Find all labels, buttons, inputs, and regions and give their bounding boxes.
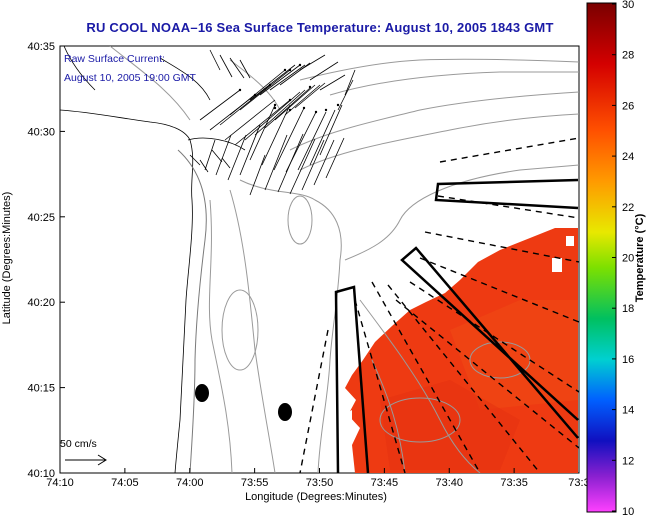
x-tick-label: 74:05 [111,477,139,489]
sampling-boxes [334,178,579,473]
scale-arrow [65,454,107,466]
colorbar-tick-label: 14 [622,405,634,417]
map-title: RU COOL NOAA–16 Sea Surface Temperature:… [86,20,554,35]
colorbar-ticks: 30 28 26 24 22 20 18 16 14 12 10 [612,0,634,518]
x-tick-label: 73:55 [241,477,269,489]
y-tick-label: 40:20 [27,297,55,309]
y-tick-label: 40:15 [27,383,55,395]
colorbar-tick-label: 18 [622,303,634,315]
colorbar-tick-label: 30 [622,0,634,11]
colorbar-tick-label: 12 [622,455,634,467]
x-axis: 74:10 74:05 74:00 73:55 73:50 73:45 73:40 73:35… [46,468,590,489]
colorbar-label: Temperature (°C) [634,213,646,302]
colorbar-tick-label: 20 [622,253,634,265]
x-tick-label: 73:40 [435,477,463,489]
colorbar [586,2,617,513]
y-tick-label: 40:30 [27,126,55,138]
colorbar-tick-label: 22 [622,202,634,214]
annotation-line-2: August 10, 2005 19:00 GMT [64,72,197,84]
x-axis-label: Longitude (Degrees:Minutes) [245,491,387,503]
transect-lines [299,137,579,473]
x-tick-label: 74:10 [46,477,74,489]
station-marker-1 [195,384,209,402]
colorbar-tick-label: 24 [622,151,634,163]
colorbar-tick-label: 26 [622,100,634,112]
scale-label: 50 cm/s [60,438,97,450]
x-tick-label: 73:50 [306,477,334,489]
station-marker-2 [278,403,292,421]
y-axis: 40:35 40:30 40:25 40:20 40:15 40:10 [27,41,65,480]
x-tick-label: 74:00 [176,477,204,489]
x-tick-label: 73:45 [371,477,399,489]
y-tick-label: 40:35 [27,41,55,53]
colorbar-tick-label: 16 [622,354,634,366]
colorbar-tick-label: 28 [622,50,634,62]
y-tick-label: 40:10 [27,468,55,480]
x-tick-label: 73:35 [500,477,528,489]
x-tick-label: 73:3 [568,477,589,489]
colorbar-tick-label: 10 [622,506,634,518]
y-tick-label: 40:25 [27,212,55,224]
annotation-line-1: Raw Surface Current: [64,53,165,65]
y-axis-label: Latitude (Degrees:Minutes) [1,192,13,325]
